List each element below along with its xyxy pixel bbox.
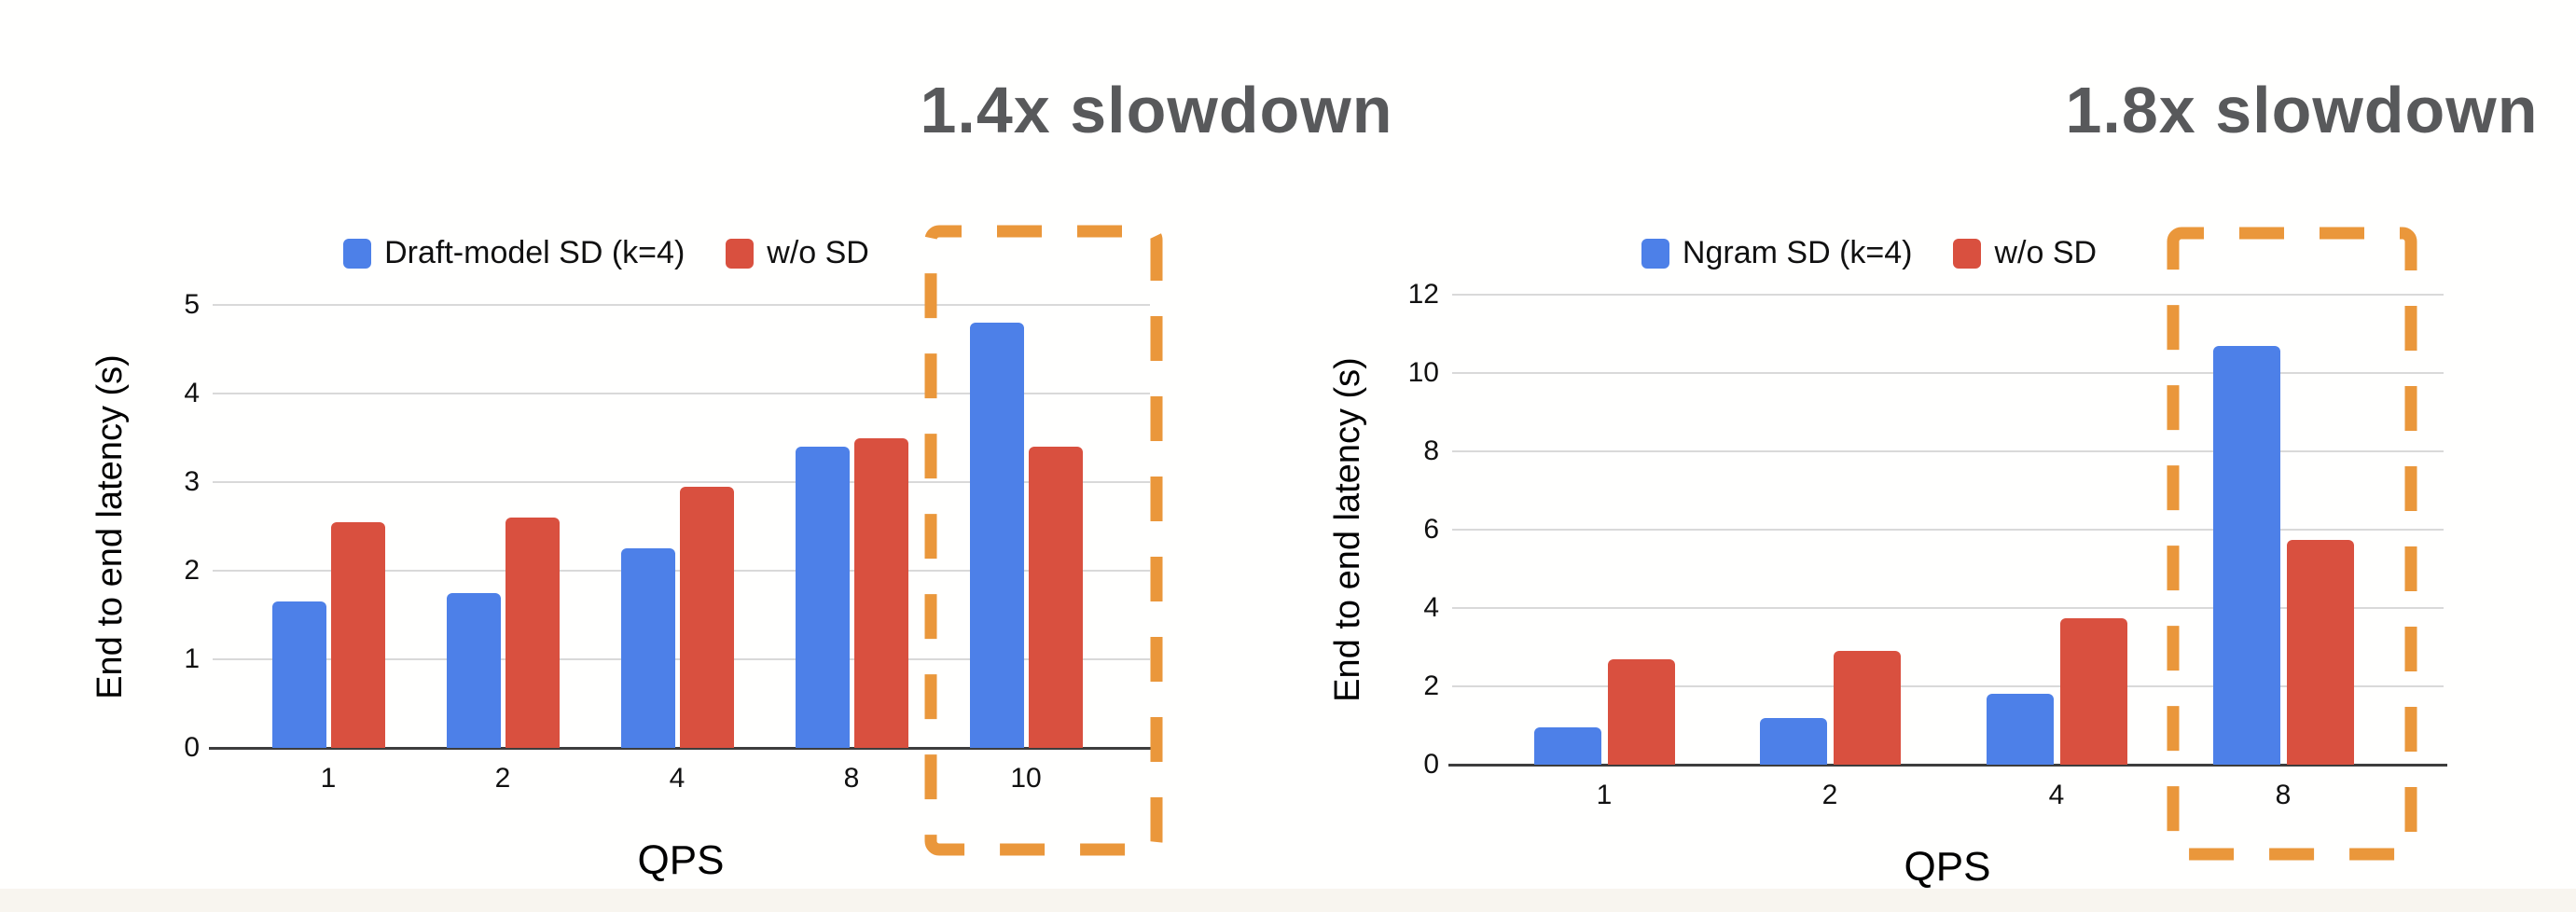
gridline [1452,294,2444,296]
y-tick-label: 12 [1407,279,1439,310]
y-tick-label: 4 [1423,592,1439,623]
x-tick-label: 4 [669,763,686,794]
legend: Ngram SD (k=4) w/o SD [1356,235,2382,271]
y-tick-label: 1 [184,643,200,674]
bar-sd-qps-8 [795,447,850,748]
bar-wo-sd-qps-2 [505,518,560,748]
y-tick-label: 5 [184,289,200,320]
x-tick-label: 4 [2048,780,2065,810]
annotation-1-4x-slowdown: 1.4x slowdown [920,74,1393,146]
bar-sd-qps-8 [2212,345,2280,765]
y-tick-label: 0 [184,732,200,763]
bar-sd-qps-1 [271,601,326,748]
y-tick-label: 6 [1423,514,1439,545]
bottom-band [0,889,2576,912]
x-tick-label: 2 [1821,780,1838,810]
gridline [1452,607,2444,609]
gridline [1452,685,2444,687]
bar-sd-qps-4 [1986,694,2054,765]
bar-sd-qps-2 [446,592,501,748]
legend-label: Ngram SD (k=4) [1682,235,1913,270]
annotation-1-8x-slowdown: 1.8x slowdown [2065,74,2539,146]
x-axis-line [209,747,1154,750]
legend-marker-blue [1641,238,1669,269]
bar-wo-sd-qps-4 [2059,617,2127,765]
x-tick-label: 2 [494,763,511,794]
bar-wo-sd-qps-8 [2286,539,2354,765]
legend-marker-blue [343,238,372,269]
x-tick-label: 8 [2275,780,2292,810]
legend-item: Ngram SD (k=4) [1641,235,1913,271]
gridline [1452,450,2444,452]
gridline [213,393,1150,394]
bar-sd-qps-2 [1759,717,1827,765]
bar-sd-qps-1 [1533,727,1601,765]
bar-wo-sd-qps-10 [1028,447,1083,748]
x-axis-title: QPS [1904,844,1991,890]
gridline [213,304,1150,306]
legend-marker-red [1953,238,1982,269]
highlight-dashed-box [2167,227,2417,861]
y-tick-label: 10 [1407,357,1439,388]
x-axis-line [1448,764,2447,767]
y-tick-label: 4 [184,378,200,408]
legend-item: w/o SD [726,235,869,271]
y-tick-label: 0 [1423,749,1439,780]
highlight-dashed-box [924,225,1163,856]
y-axis-title: End to end latency (s) [1328,357,1367,702]
legend-item: Draft-model SD (k=4) [343,235,685,271]
bar-wo-sd-qps-8 [853,437,908,748]
y-tick-label: 2 [184,555,200,586]
bar-wo-sd-qps-2 [1833,651,1901,765]
x-tick-label: 8 [843,763,860,794]
bar-wo-sd-qps-1 [1607,658,1675,765]
legend-item: w/o SD [1953,235,2097,271]
x-tick-label: 1 [1596,780,1613,810]
legend-label: w/o SD [767,235,869,270]
y-tick-label: 8 [1423,435,1439,466]
bar-sd-qps-4 [620,548,675,748]
bar-wo-sd-qps-4 [679,486,734,748]
legend-label: w/o SD [1994,235,2098,270]
gridline [213,481,1150,483]
x-tick-label: 10 [1010,763,1042,794]
gridline [1452,372,2444,374]
legend-label: Draft-model SD (k=4) [384,235,686,270]
y-tick-label: 2 [1423,670,1439,701]
x-tick-label: 1 [320,763,337,794]
gridline [1452,529,2444,531]
x-axis-title: QPS [637,837,725,883]
y-tick-label: 3 [184,466,200,497]
legend-marker-red [726,238,755,269]
bar-wo-sd-qps-1 [330,521,385,748]
bar-sd-qps-10 [969,323,1024,748]
legend: Draft-model SD (k=4) w/o SD [93,235,1119,271]
